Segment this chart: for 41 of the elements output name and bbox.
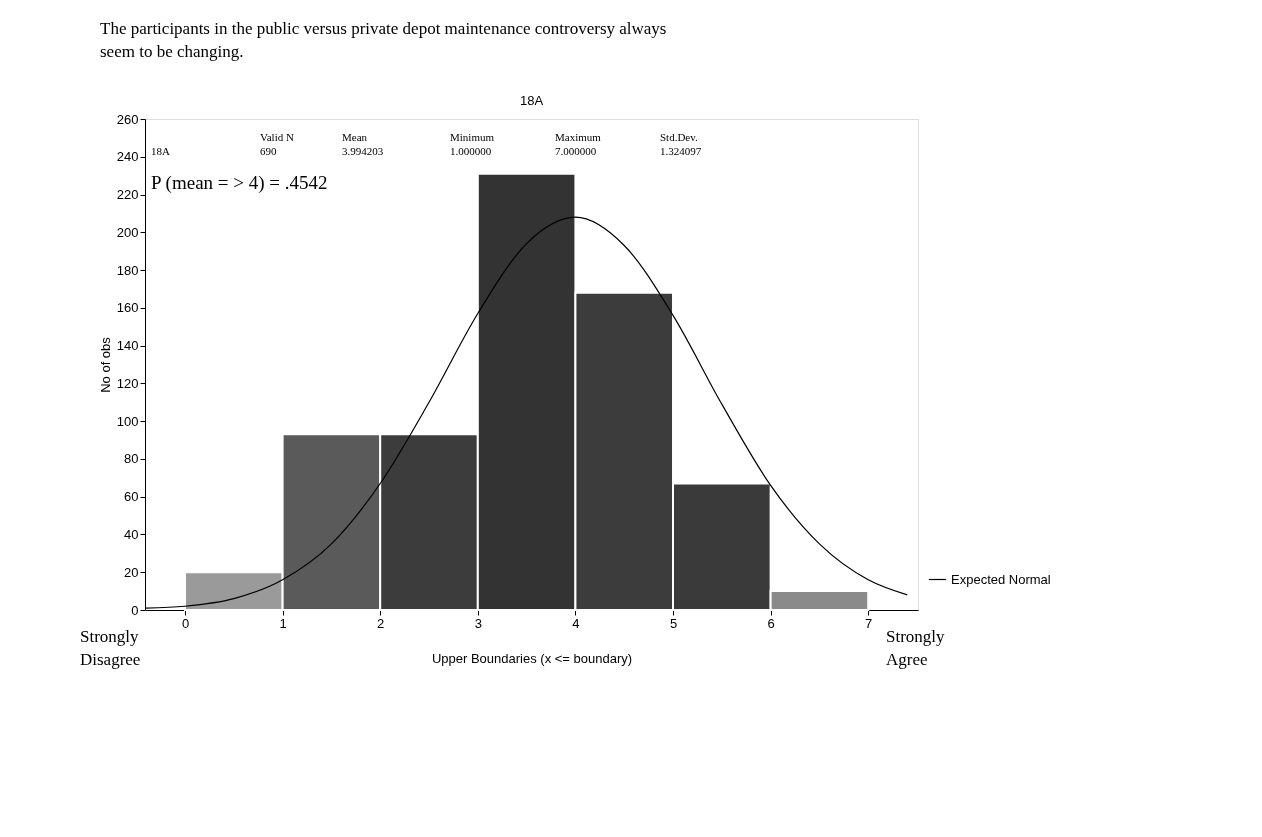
y-tick-label: 260 bbox=[116, 111, 139, 127]
y-axis-title: No of obs bbox=[97, 336, 113, 393]
y-tick-label: 200 bbox=[116, 224, 139, 240]
x-tick-label: 5 bbox=[669, 615, 678, 631]
annotation: 18A bbox=[151, 145, 170, 157]
annotation: Std.Dev. bbox=[660, 131, 699, 143]
annotation: Valid N bbox=[260, 131, 294, 143]
y-tick-label: 20 bbox=[124, 564, 139, 580]
x-tick-label: 0 bbox=[181, 615, 190, 631]
annotation: 1.324097 bbox=[660, 145, 702, 157]
y-tick-label: 220 bbox=[116, 187, 139, 203]
annotation: 7.000000 bbox=[555, 145, 597, 157]
x-tick-label: 7 bbox=[865, 615, 873, 631]
y-tick-label: 140 bbox=[116, 338, 139, 354]
x-tick-label: 3 bbox=[474, 615, 482, 631]
legend-label: Expected Normal bbox=[951, 571, 1051, 587]
y-tick-label: 80 bbox=[124, 451, 139, 467]
x-tick-label: 4 bbox=[572, 615, 580, 631]
annotation: Mean bbox=[342, 131, 368, 143]
chart-title: 18A bbox=[519, 93, 544, 108]
text: Strongly Agree bbox=[886, 627, 946, 669]
y-tick-label: 0 bbox=[131, 602, 139, 618]
x-tick-label: 1 bbox=[279, 615, 287, 631]
x-axis-title: Upper Boundaries (x <= boundary) bbox=[431, 650, 633, 666]
text: The participants in the public versus private depot maintenance controversy always seem to be changing. bbox=[100, 19, 667, 61]
x-tick-label: 6 bbox=[767, 615, 775, 631]
y-tick-label: 120 bbox=[116, 375, 139, 391]
y-tick-label: 160 bbox=[116, 300, 139, 316]
y-tick-label: 60 bbox=[124, 489, 139, 505]
annotation: 3.994203 bbox=[342, 145, 384, 157]
y-tick-label: 40 bbox=[124, 526, 139, 542]
annotation: 690 bbox=[260, 145, 277, 157]
annotation: Minimum bbox=[450, 131, 495, 143]
annotation: Maximum bbox=[555, 131, 602, 143]
y-tick-label: 240 bbox=[116, 149, 139, 165]
y-tick-label: 180 bbox=[116, 262, 139, 278]
x-tick-label: 2 bbox=[377, 615, 385, 631]
annotation: 1.000000 bbox=[450, 145, 492, 157]
y-tick-label: 100 bbox=[116, 413, 139, 429]
text: Strongly Disagree bbox=[80, 627, 141, 669]
annotation: P (mean = > 4) = .4542 bbox=[151, 172, 328, 194]
